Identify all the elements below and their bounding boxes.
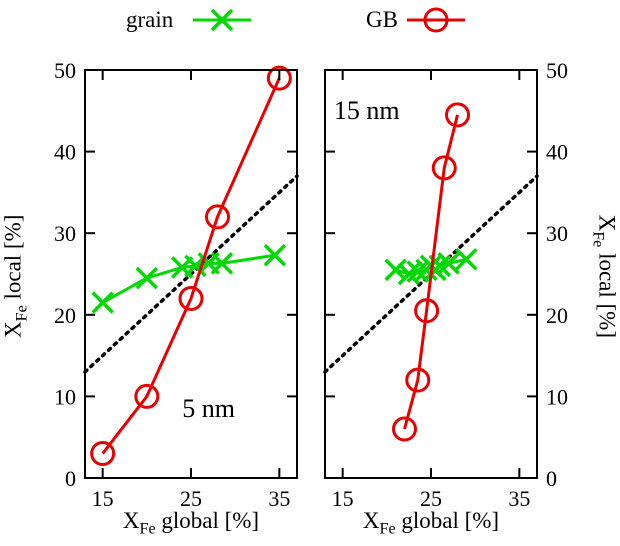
gb-circle-marker-icon	[407, 7, 465, 33]
svg-text:50: 50	[546, 60, 568, 83]
svg-text:40: 40	[54, 140, 76, 165]
x-title-base: X	[362, 508, 380, 533]
x-title-subscript: Fe	[379, 520, 396, 538]
grain-x-marker-icon	[193, 8, 251, 32]
legend-label-grain: grain	[126, 7, 174, 32]
svg-text:20: 20	[54, 303, 76, 328]
svg-text:40: 40	[546, 140, 568, 165]
svg-text:10: 10	[54, 384, 76, 409]
svg-text:0: 0	[65, 466, 76, 491]
legend-label-gb: GB	[366, 7, 398, 32]
svg-text:35: 35	[268, 486, 290, 511]
chart-panel-5nm: 15 25 35 0 10 20 30 40 50 5 nm	[54, 60, 299, 511]
svg-text:50: 50	[54, 60, 76, 83]
svg-text:15: 15	[332, 486, 354, 511]
svg-text:5 nm: 5 nm	[182, 394, 235, 423]
chart-panel-15nm: 15 25 35 0 10 20 30 40 50 15 nm	[323, 60, 568, 511]
y-title-rest: local [%]	[0, 214, 26, 306]
y-title-base: X	[0, 321, 26, 338]
x-title-rest: global [%]	[395, 508, 500, 533]
svg-text:10: 10	[546, 384, 568, 409]
x-title-base: X	[122, 508, 140, 533]
x-axis-title-right-panel: XFe global [%]	[331, 508, 531, 539]
svg-text:15: 15	[92, 486, 114, 511]
y-axis-title-left: XFe local [%]	[1, 176, 32, 376]
svg-text:35: 35	[508, 486, 530, 511]
svg-text:25: 25	[420, 486, 442, 511]
x-title-rest: global [%]	[155, 508, 260, 533]
svg-text:25: 25	[180, 486, 202, 511]
x-axis-title-left-panel: XFe global [%]	[91, 508, 291, 539]
y-title-subscript: Fe	[13, 305, 31, 322]
svg-text:15 nm: 15 nm	[334, 96, 400, 125]
svg-text:20: 20	[546, 303, 568, 328]
svg-text:30: 30	[546, 221, 568, 246]
svg-text:30: 30	[54, 221, 76, 246]
x-title-subscript: Fe	[139, 520, 156, 538]
svg-text:0: 0	[546, 466, 557, 491]
